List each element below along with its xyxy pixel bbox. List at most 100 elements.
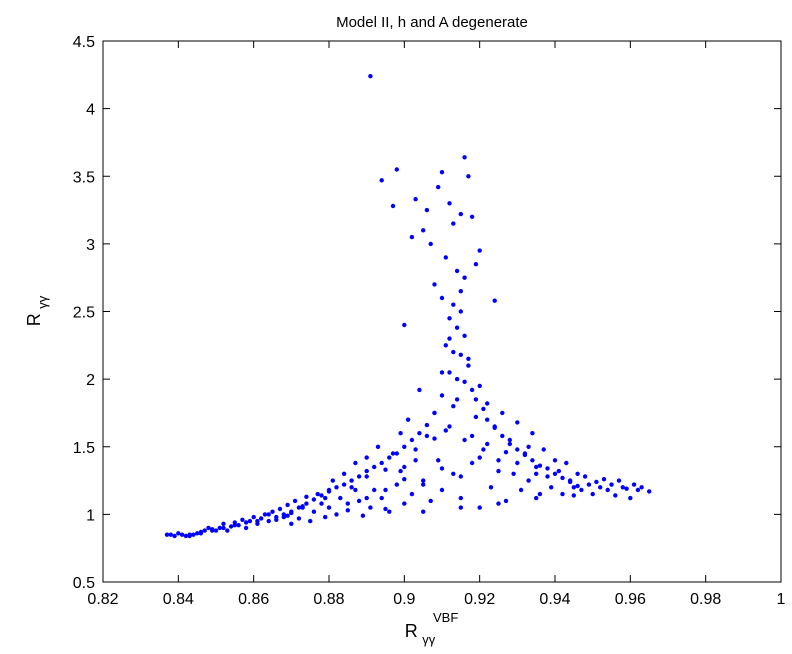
data-point <box>586 482 592 487</box>
data-point <box>402 464 407 470</box>
data-point <box>334 512 339 517</box>
data-point <box>341 482 347 487</box>
data-point <box>195 531 200 536</box>
data-point <box>582 474 588 479</box>
data-point <box>311 497 317 502</box>
data-point <box>466 174 471 179</box>
data-point <box>507 441 512 447</box>
data-point <box>635 487 641 493</box>
data-point <box>522 452 528 458</box>
data-point <box>176 531 181 536</box>
data-point <box>296 505 302 510</box>
data-point <box>545 474 550 479</box>
data-point <box>447 201 452 206</box>
data-point <box>432 282 437 287</box>
data-point <box>379 178 384 183</box>
data-point <box>500 433 505 439</box>
data-point <box>454 268 460 274</box>
data-point <box>240 517 245 522</box>
data-point <box>451 471 456 476</box>
data-point <box>454 376 460 382</box>
plot-area <box>102 40 782 583</box>
data-point <box>424 433 430 439</box>
data-point <box>526 444 531 449</box>
data-point <box>413 458 418 463</box>
data-point <box>266 512 271 517</box>
data-point <box>364 495 369 501</box>
y-tick-label: 3 <box>86 237 95 254</box>
data-point <box>390 451 396 456</box>
x-axis-label: R γγ <box>405 621 436 647</box>
data-point <box>424 207 430 213</box>
data-point <box>439 487 445 493</box>
data-point <box>481 447 486 452</box>
data-point <box>556 468 561 474</box>
data-point <box>198 531 204 536</box>
chart-title: Model II, h and A degenerate <box>336 14 528 31</box>
x-tick-label: 0.88 <box>313 591 344 608</box>
y-axis-label: R γγ <box>24 295 50 326</box>
data-point <box>421 509 426 514</box>
data-point <box>255 518 260 524</box>
data-point <box>311 509 317 514</box>
data-point <box>466 356 471 361</box>
data-point <box>451 302 456 307</box>
x-tick-label: 0.98 <box>690 591 721 608</box>
data-point <box>349 478 354 483</box>
y-tick-label: 2 <box>86 372 95 389</box>
data-point <box>598 485 603 490</box>
data-point <box>439 466 445 471</box>
data-point <box>364 455 369 460</box>
data-point <box>402 322 407 328</box>
data-point <box>439 370 445 375</box>
data-point <box>458 309 463 314</box>
data-point <box>394 482 399 487</box>
data-point <box>402 501 407 506</box>
data-point <box>383 487 388 493</box>
data-point <box>421 482 426 487</box>
data-point <box>168 532 173 537</box>
x-axis-label-sub: γγ <box>422 632 436 647</box>
data-point <box>443 343 448 348</box>
data-point <box>432 436 437 441</box>
data-point <box>530 431 535 436</box>
data-point <box>503 498 509 504</box>
data-point <box>447 424 452 429</box>
data-point <box>575 471 580 476</box>
data-point <box>469 387 475 393</box>
data-point <box>364 468 369 474</box>
data-point <box>172 533 177 539</box>
data-point <box>183 533 189 539</box>
data-point <box>409 437 415 443</box>
data-point <box>210 528 215 533</box>
data-point <box>477 505 482 510</box>
data-point <box>372 487 377 493</box>
data-point <box>571 485 576 490</box>
data-point <box>469 433 475 439</box>
data-point <box>360 513 366 518</box>
x-axis-label-base: R <box>405 621 418 641</box>
data-point <box>458 495 463 501</box>
data-point <box>507 437 512 443</box>
data-point <box>447 370 452 375</box>
data-point <box>458 211 463 217</box>
data-point <box>232 523 237 528</box>
data-point <box>624 486 629 491</box>
data-point <box>647 489 652 494</box>
data-point <box>179 532 185 537</box>
data-point <box>503 450 509 455</box>
data-point <box>613 493 618 498</box>
data-point <box>394 451 399 456</box>
data-point <box>477 383 482 389</box>
data-point <box>285 513 290 518</box>
data-point <box>458 352 463 357</box>
data-point <box>526 478 531 483</box>
data-point <box>413 447 418 452</box>
data-point <box>447 316 452 321</box>
x-tick-label: 0.96 <box>615 591 646 608</box>
data-point <box>534 471 539 476</box>
y-tick-label: 3.5 <box>73 169 95 186</box>
data-point <box>402 444 407 449</box>
data-point <box>481 406 486 412</box>
